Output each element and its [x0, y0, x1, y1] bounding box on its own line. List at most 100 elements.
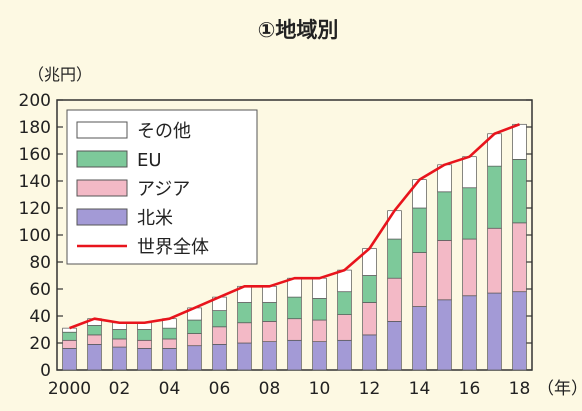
bar-segment	[437, 191, 452, 241]
y-tick-label: 0	[40, 361, 51, 381]
bar-segment	[512, 123, 527, 160]
y-tick-label: 160	[19, 145, 51, 165]
y-tick-label: 80	[29, 253, 51, 273]
bar-segment	[137, 348, 152, 371]
plot-area: 0 20 40 60 80 100 120 140 160 180 200 2000 02 04 06 08 1…	[19, 91, 533, 399]
legend-swatch	[76, 179, 128, 197]
bar-segment	[287, 318, 302, 341]
bar-segment	[512, 291, 527, 371]
bar-segment	[162, 348, 177, 371]
y-tick-label: 120	[19, 199, 51, 219]
bar-segment	[287, 296, 302, 320]
bar-segment	[312, 298, 327, 321]
x-tick-label: 12	[359, 379, 381, 399]
x-tick-label: 04	[159, 379, 181, 399]
y-tick-label: 60	[29, 280, 51, 300]
bar-segment	[87, 325, 102, 336]
bar-segment	[462, 295, 477, 371]
bar-segment	[312, 319, 327, 342]
legend-label: 北米	[137, 208, 173, 229]
legend-label: 世界全体	[137, 237, 209, 258]
bar-segment	[487, 227, 502, 294]
bar-segment	[412, 207, 427, 253]
bar-segment	[487, 165, 502, 229]
bar-segment	[62, 348, 77, 371]
y-tick-label: 100	[19, 226, 51, 246]
total-line	[69, 123, 520, 330]
bar-segment	[137, 329, 152, 341]
y-tick-label: 200	[19, 91, 51, 111]
bar-segment	[262, 302, 277, 322]
bar-segment	[387, 277, 402, 322]
bar-segment	[62, 327, 77, 333]
legend-label: EU	[137, 150, 162, 171]
legend-swatch	[76, 208, 128, 226]
x-tick-label: 14	[409, 379, 431, 399]
bar-segment	[512, 222, 527, 293]
x-tick-label: 10	[309, 379, 331, 399]
bar-segment	[162, 338, 177, 349]
bar-segment	[87, 344, 102, 371]
bar-segment	[437, 299, 452, 371]
y-tick-label: 20	[29, 334, 51, 354]
y-tick-label: 180	[19, 118, 51, 138]
bar-segment	[62, 331, 77, 341]
bar-segment	[412, 252, 427, 307]
chart-title: ①地域別	[258, 18, 339, 42]
y-tick-label: 140	[19, 172, 51, 192]
bar-segment	[112, 338, 127, 348]
x-tick-label: 18	[509, 379, 531, 399]
bar-segment	[87, 334, 102, 345]
bar-segment	[362, 302, 377, 336]
bar-segment	[337, 339, 352, 371]
bar-segment	[362, 275, 377, 303]
bar-segment	[512, 159, 527, 224]
bar-segment	[487, 292, 502, 371]
bar-segment	[387, 238, 402, 279]
x-tick-label: 06	[209, 379, 231, 399]
x-tick-label: 16	[459, 379, 481, 399]
x-tick-label: 02	[109, 379, 131, 399]
x-tick-label: 2000	[48, 379, 91, 399]
bar-segment	[337, 291, 352, 316]
bar-segment	[387, 210, 402, 240]
bar-segment	[337, 314, 352, 341]
bar-segment	[187, 319, 202, 334]
bar-segment	[187, 333, 202, 347]
x-tick-label: 08	[259, 379, 281, 399]
bar-segment	[262, 285, 277, 303]
bar-segment	[437, 240, 452, 301]
y-tick-label: 40	[29, 307, 51, 327]
y-axis-unit: （兆円）	[28, 65, 92, 84]
bar-segment	[187, 345, 202, 371]
x-axis-unit: （年）	[537, 379, 582, 399]
bar-segment	[237, 342, 252, 371]
legend-swatch	[76, 150, 128, 168]
bar-segment	[412, 306, 427, 371]
bar-segment	[112, 346, 127, 371]
bar-segment	[387, 321, 402, 371]
legend-label: アジア	[137, 179, 190, 200]
bar-segment	[462, 238, 477, 297]
bar-segment	[212, 326, 227, 345]
bar-segment	[462, 156, 477, 189]
bar-segment	[212, 310, 227, 328]
bar-segment	[237, 322, 252, 344]
bar-segment	[312, 341, 327, 371]
bar-segment	[362, 334, 377, 371]
bar-segment	[162, 327, 177, 340]
bar-segment	[62, 339, 77, 349]
bar-segment	[287, 339, 302, 371]
bar-segment	[337, 269, 352, 293]
bar-segment	[262, 321, 277, 342]
bar-segment	[462, 187, 477, 240]
legend-swatch	[76, 121, 128, 139]
bar-segment	[112, 329, 127, 340]
legend-label: その他	[137, 121, 191, 142]
bar-segment	[212, 344, 227, 371]
bar-segment	[312, 277, 327, 299]
bar-segment	[237, 302, 252, 324]
bar-segment	[262, 341, 277, 371]
